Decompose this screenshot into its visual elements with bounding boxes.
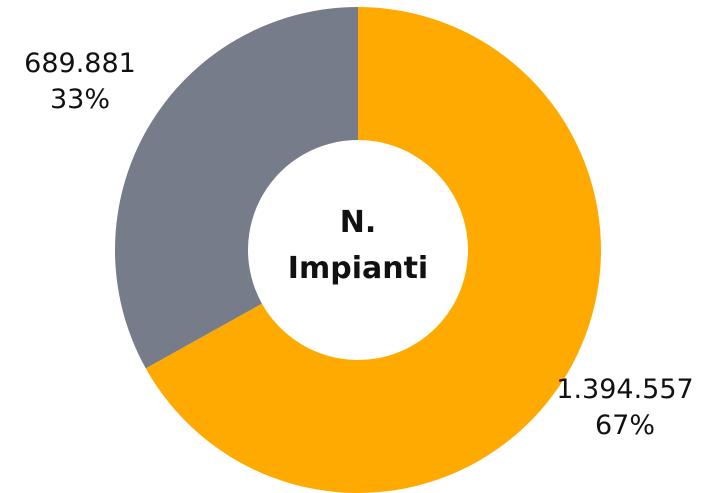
- slice: [145, 7, 602, 493]
- percent-label: 33%: [50, 84, 110, 115]
- value-label: 1.394.557: [556, 374, 693, 405]
- value-label: 689.881: [24, 48, 136, 79]
- chart-title: N. Impianti: [287, 205, 429, 286]
- slice: [114, 7, 358, 369]
- percent-label: 67%: [595, 410, 655, 441]
